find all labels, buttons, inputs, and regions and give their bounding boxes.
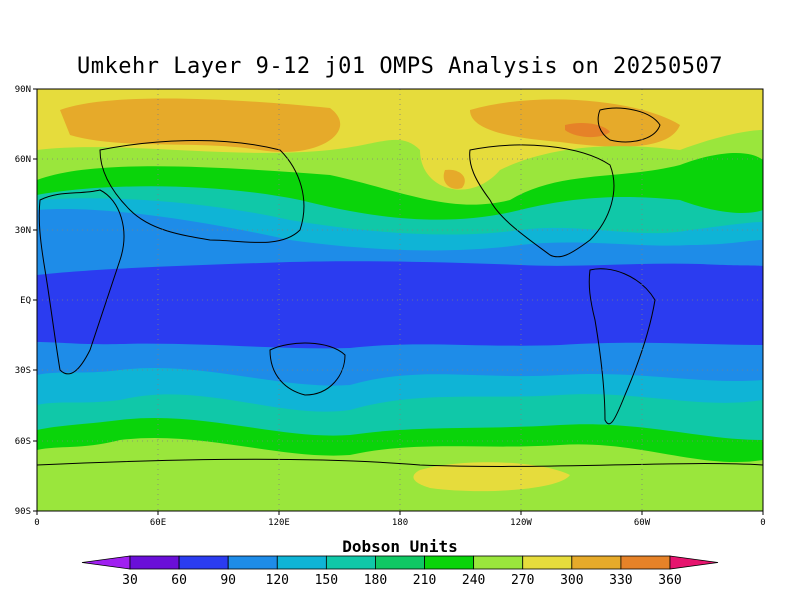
colorbar-swatch [129,555,180,570]
colorbar-swatch [325,555,376,570]
lat-label-30s: 30S [15,366,31,376]
lat-label-60s: 60S [15,437,31,447]
lat-label-90s: 90S [15,507,31,517]
colorbar-level-label: 240 [462,573,485,588]
colorbar-swatch [227,555,278,570]
colorbar-level-label: 90 [220,573,236,588]
coastlines [37,107,763,467]
ticks [33,88,764,515]
north-america-outline [469,144,615,258]
colorbar-swatch [375,555,425,570]
colorbar-swatch [178,555,229,570]
lon-label-120e: 120E [268,518,290,528]
lat-label-eq: EQ [20,296,31,306]
colorbar-swatch [424,555,475,570]
lat-label-90n: 90N [15,85,31,95]
colorbar-level-label: 30 [122,573,138,588]
band-270-south [413,462,570,492]
lon-label-60e: 60E [150,518,166,528]
south-america-outline [588,268,656,425]
lat-label-30n: 30N [15,226,31,236]
colorbar-level-label: 120 [266,573,289,588]
colorbar-level-label: 330 [609,573,632,588]
graticule [37,89,763,511]
lon-label-0-left: 0 [34,518,39,528]
colorbar-level-label: 210 [413,573,436,588]
band-270-north-b [470,99,680,147]
band-240-south [37,460,763,511]
colorbar-level-label: 150 [315,573,338,588]
lon-label-120w: 120W [510,518,532,528]
colorbar-title: Dobson Units [342,537,458,556]
colorbar-swatches [81,555,719,570]
colorbar-swatch [522,555,573,570]
colorbar-labels: 30 60 90 120 150 180 210 240 270 300 330 360 [122,573,682,588]
antarctica-outline [37,458,763,467]
band-270-north-c [443,169,465,189]
greenland-outline [597,107,661,143]
lon-label-0-right: 0 [760,518,765,528]
lat-label-60n: 60N [15,155,31,165]
asia-outline [99,140,305,243]
colorbar-swatch [473,555,524,570]
lon-label-60w: 60W [634,518,651,528]
colorbar-level-label: 360 [658,573,681,588]
lon-label-180: 180 [392,518,408,528]
map-title: Umkehr Layer 9-12 j01 OMPS Analysis on 2… [76,54,724,79]
colorbar-level-label: 60 [171,573,187,588]
colorbar-swatch [276,555,327,570]
band-270-north-a [60,98,341,152]
colorbar-level-label: 270 [511,573,534,588]
colorbar-swatch [571,555,622,570]
colorbar-arrow-high [669,555,719,570]
colorbar-level-label: 180 [364,573,387,588]
colorbar-swatch [620,555,671,570]
africa-outline [38,189,125,375]
australia-outline [269,342,346,396]
colorbar-level-label: 300 [560,573,583,588]
colorbar-arrow-low [81,555,131,570]
